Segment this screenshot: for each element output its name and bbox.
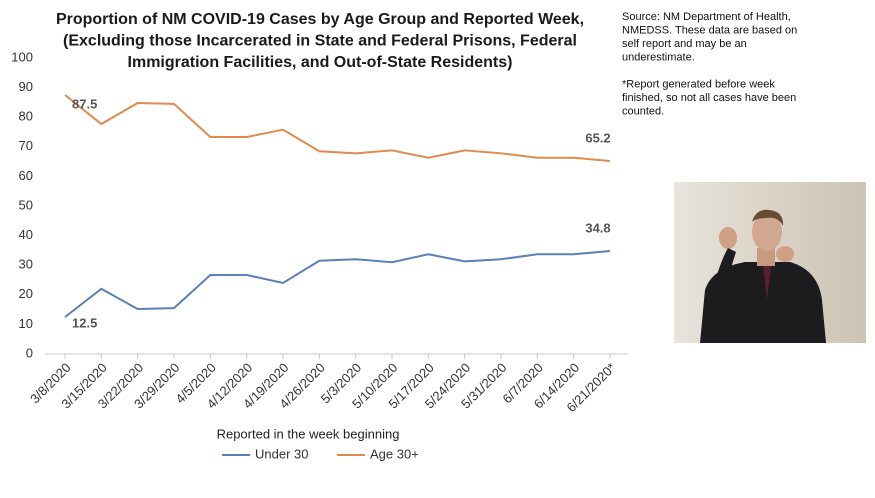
data-label: 65.2 <box>585 130 610 145</box>
interpreter-video <box>674 182 866 343</box>
data-label: 12.5 <box>72 315 97 330</box>
y-tick-label: 60 <box>19 168 33 183</box>
legend-label: Under 30 <box>255 446 308 461</box>
legend-label: Age 30+ <box>370 446 419 461</box>
note-text: NMEDSS. These data are based on <box>622 24 797 36</box>
y-tick-label: 30 <box>19 257 33 272</box>
y-tick-label: 50 <box>19 197 33 212</box>
series-line <box>64 94 611 163</box>
y-tick-label: 80 <box>19 109 33 124</box>
chart-title: (Excluding those Incarcerated in State a… <box>63 33 577 50</box>
series-line <box>64 249 611 318</box>
note-text: counted. <box>622 105 664 117</box>
data-label: 34.8 <box>585 220 610 235</box>
y-tick-label: 70 <box>19 138 33 153</box>
note-text: underestimate. <box>622 51 695 63</box>
y-tick-label: 40 <box>19 227 33 242</box>
y-tick-label: 0 <box>26 345 33 360</box>
y-tick-label: 20 <box>19 286 33 301</box>
y-tick-label: 10 <box>19 316 33 331</box>
data-label: 87.5 <box>72 96 97 111</box>
note-text: self report and may be an <box>622 38 747 50</box>
chart-title: Immigration Facilities, and Out-of-State… <box>128 54 513 71</box>
y-tick-label: 100 <box>11 49 33 64</box>
note-text: Source: NM Department of Health, <box>622 11 791 23</box>
note-text: finished, so not all cases have been <box>622 92 796 104</box>
x-axis-label: Reported in the week beginning <box>217 426 400 441</box>
y-tick-label: 90 <box>19 79 33 94</box>
chart-title: Proportion of NM COVID-19 Cases by Age G… <box>56 11 584 28</box>
note-text: *Report generated before week <box>622 78 775 90</box>
